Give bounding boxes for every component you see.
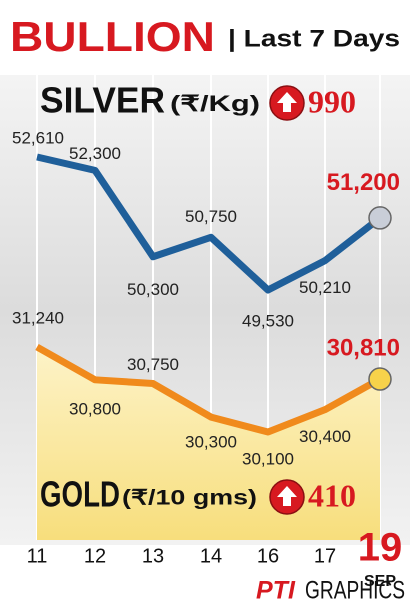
value-label: 49,530	[242, 311, 294, 330]
value-label: 50,210	[299, 278, 351, 297]
value-label: 30,100	[242, 449, 294, 468]
value-label: 30,800	[69, 399, 121, 418]
end-marker	[368, 206, 392, 230]
value-label: 30,400	[299, 427, 351, 446]
source: GRAPHICS	[305, 577, 405, 605]
up-arrow	[277, 486, 297, 506]
x-tick-label: 16	[257, 545, 279, 567]
value-label: 30,750	[127, 355, 179, 374]
month-label: SEP	[364, 573, 396, 590]
x-tick-label: 12	[84, 545, 106, 567]
series-unit: (₹/10 gms)	[122, 487, 257, 510]
change-value: 990	[308, 83, 356, 119]
series-name: SILVER	[40, 80, 165, 121]
value-label: 50,300	[127, 280, 179, 299]
value-label: 51,200	[327, 169, 400, 196]
x-tick-label: 11	[27, 545, 48, 567]
x-tick-label: 17	[314, 545, 336, 567]
end-marker	[368, 367, 392, 391]
change-value: 410	[308, 477, 356, 513]
x-tick-label: 14	[200, 545, 222, 567]
line	[36, 153, 383, 294]
up-arrow	[277, 92, 297, 112]
value-label: 30,300	[185, 433, 237, 452]
series-unit: (₹/Kg)	[170, 91, 260, 116]
series-name: GOLD	[40, 474, 120, 515]
chart-title: BULLION	[10, 13, 215, 60]
line	[35, 343, 382, 436]
x-tick-label: 13	[142, 545, 164, 567]
value-label: 31,240	[12, 308, 64, 327]
chart-subtitle: | Last 7 Days	[228, 25, 400, 52]
value-label: 30,810	[327, 334, 400, 361]
value-label: 52,610	[12, 128, 64, 147]
value-label: 52,300	[69, 144, 121, 163]
x-tick-label: 19	[358, 526, 403, 570]
source-logo: PTI	[256, 577, 296, 605]
value-label: 50,750	[185, 207, 237, 226]
